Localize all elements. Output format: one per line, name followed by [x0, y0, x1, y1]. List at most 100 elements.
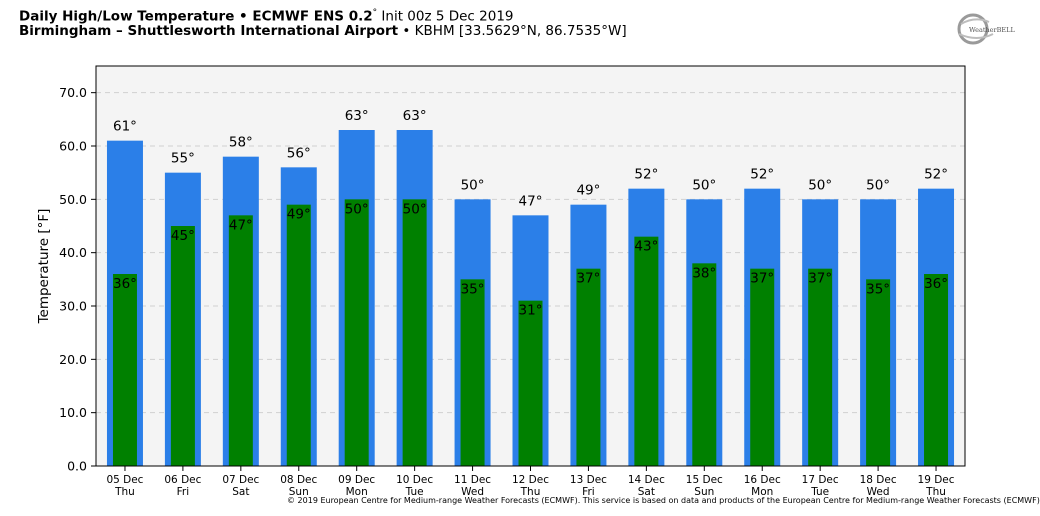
- high-label: 61°: [113, 119, 137, 135]
- title-init: Init 00z 5 Dec 2019: [377, 8, 514, 25]
- x-tick-weekday: Sun: [289, 486, 309, 498]
- low-bar: [518, 300, 543, 466]
- y-tick-label: 70.0: [59, 85, 87, 100]
- y-axis-label: Temperature [°F]: [36, 209, 52, 325]
- low-bar: [808, 268, 833, 466]
- x-tick-date: 09 Dec: [338, 474, 375, 486]
- high-label: 58°: [229, 135, 253, 151]
- y-tick-label: 0.0: [67, 459, 87, 474]
- x-tick-weekday: Wed: [461, 486, 484, 498]
- x-tick-date: 14 Dec: [628, 474, 665, 486]
- x-tick-weekday: Wed: [867, 486, 890, 498]
- low-label: 50°: [345, 201, 369, 217]
- low-label: 36°: [113, 276, 137, 292]
- high-label: 50°: [808, 177, 832, 193]
- x-tick-weekday: Fri: [582, 486, 595, 498]
- location-name: Birmingham – Shuttlesworth International…: [19, 23, 399, 39]
- x-tick-date: 05 Dec: [106, 474, 143, 486]
- low-label: 50°: [403, 201, 427, 217]
- low-label: 38°: [692, 265, 716, 281]
- x-tick-date: 06 Dec: [164, 474, 201, 486]
- x-tick-date: 10 Dec: [396, 474, 433, 486]
- x-tick-weekday: Mon: [346, 486, 368, 498]
- low-label: 31°: [519, 303, 543, 319]
- low-bar: [692, 263, 717, 466]
- x-tick-date: 11 Dec: [454, 474, 491, 486]
- high-label: 50°: [866, 177, 890, 193]
- weatherbell-logo-icon: WeatherBELL: [957, 13, 1015, 45]
- x-tick-weekday: Tue: [810, 486, 829, 498]
- plot-frame: [95, 65, 966, 467]
- low-label: 49°: [287, 207, 311, 223]
- low-label: 35°: [866, 281, 890, 297]
- high-label: 56°: [287, 145, 311, 161]
- low-bar: [112, 274, 137, 466]
- low-label: 36°: [924, 276, 948, 292]
- high-label: 63°: [403, 108, 427, 124]
- x-tick-weekday: Mon: [751, 486, 773, 498]
- x-tick-date: 15 Dec: [686, 474, 723, 486]
- low-label: 35°: [461, 281, 485, 297]
- low-bar: [576, 268, 601, 466]
- low-label: 37°: [750, 271, 774, 287]
- chart-title: Daily High/Low Temperature • ECMWF ENS 0…: [19, 8, 514, 25]
- y-tick-label: 40.0: [59, 245, 87, 260]
- low-bar: [402, 199, 427, 467]
- x-tick-date: 07 Dec: [222, 474, 259, 486]
- low-label: 37°: [808, 271, 832, 287]
- low-bar: [750, 268, 775, 466]
- y-tick-label: 50.0: [59, 192, 87, 207]
- high-label: 63°: [345, 108, 369, 124]
- low-bar: [634, 236, 659, 466]
- high-label: 50°: [461, 177, 485, 193]
- low-bar: [460, 279, 485, 466]
- low-label: 37°: [576, 271, 600, 287]
- low-bar: [924, 274, 949, 466]
- title-bold: Daily High/Low Temperature • ECMWF ENS 0…: [19, 8, 373, 25]
- x-tick-date: 19 Dec: [918, 474, 955, 486]
- high-label: 52°: [634, 167, 658, 183]
- x-tick-weekday: Tue: [405, 486, 424, 498]
- low-bar: [866, 279, 891, 466]
- high-label: 49°: [576, 183, 600, 199]
- x-tick-date: 13 Dec: [570, 474, 607, 486]
- title-degree: °: [372, 8, 378, 18]
- high-label: 50°: [692, 177, 716, 193]
- x-tick-weekday: Fri: [177, 486, 190, 498]
- x-tick-weekday: Thu: [520, 486, 541, 498]
- chart-subtitle: Birmingham – Shuttlesworth International…: [19, 23, 627, 39]
- x-tick-date: 18 Dec: [860, 474, 897, 486]
- x-tick-weekday: Sun: [694, 486, 714, 498]
- y-tick-label: 30.0: [59, 299, 87, 314]
- high-label: 52°: [750, 167, 774, 183]
- low-bar: [228, 215, 253, 466]
- low-bar: [286, 204, 311, 466]
- data-labels: 61° 36° 55° 45° 58° 47° 56° 49° 63° 50° 63° 50° 50° 3…: [113, 108, 948, 319]
- y-tick-label: 60.0: [59, 139, 87, 154]
- low-bar: [344, 199, 369, 467]
- x-tick-date: 08 Dec: [280, 474, 317, 486]
- x-tick-weekday: Sat: [638, 486, 655, 498]
- x-tick-weekday: Sat: [232, 486, 249, 498]
- low-label: 43°: [634, 239, 658, 255]
- x-tick-weekday: Thu: [114, 486, 135, 498]
- copyright-notice: © 2019 European Centre for Medium-range …: [287, 496, 1040, 505]
- high-label: 55°: [171, 151, 195, 167]
- x-tick-date: 17 Dec: [802, 474, 839, 486]
- high-label: 52°: [924, 167, 948, 183]
- x-tick-date: 16 Dec: [744, 474, 781, 486]
- location-coords: • KBHM [33.5629°N, 86.7535°W]: [398, 23, 627, 39]
- y-tick-label: 20.0: [59, 352, 87, 367]
- low-label: 45°: [171, 228, 195, 244]
- bars: [106, 130, 955, 467]
- y-axis: 0.0 10.0 20.0 30.0 40.0 50.0 60.0 70.0: [59, 85, 96, 474]
- low-label: 47°: [229, 217, 253, 233]
- high-label: 47°: [519, 193, 543, 209]
- y-tick-label: 10.0: [59, 405, 87, 420]
- logo-text: WeatherBELL: [969, 26, 1015, 34]
- low-bar: [170, 226, 195, 466]
- x-tick-date: 12 Dec: [512, 474, 549, 486]
- x-tick-weekday: Thu: [925, 486, 946, 498]
